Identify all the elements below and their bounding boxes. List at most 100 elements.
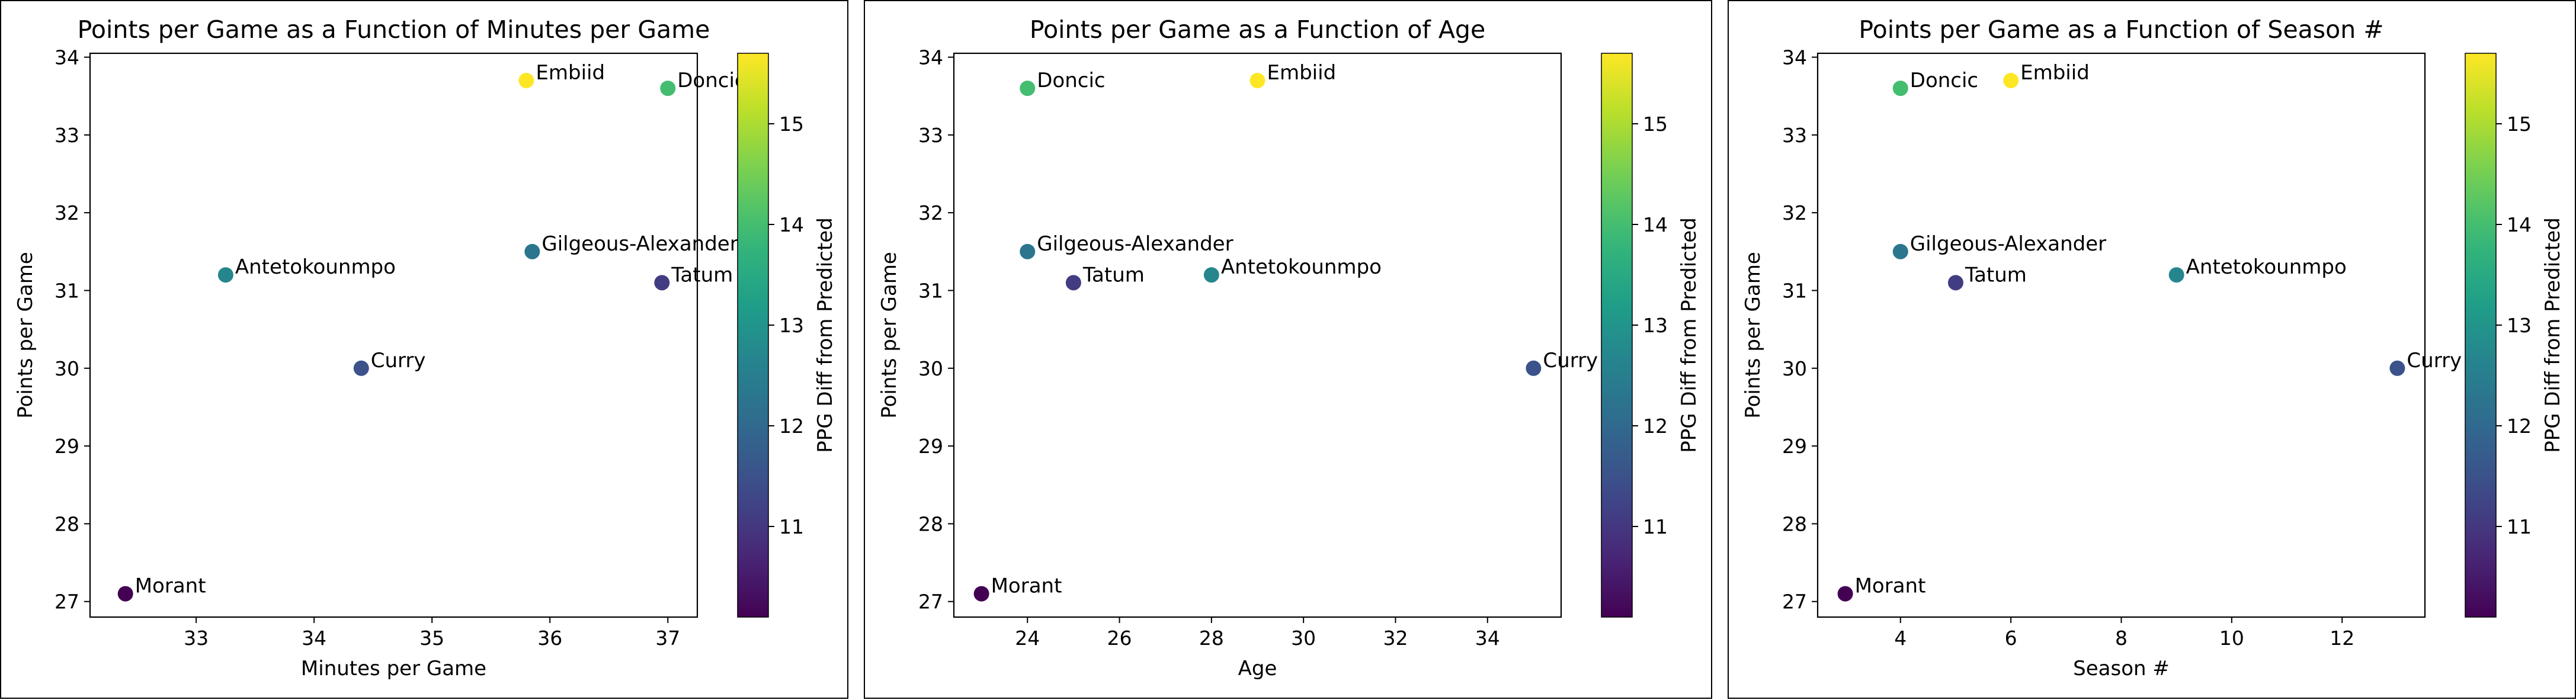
data-point	[1065, 275, 1081, 291]
y-axis-label: Points per Game	[1741, 252, 1765, 418]
y-tick-label: 31	[918, 279, 943, 302]
point-label: Curry	[1543, 349, 1598, 373]
scatter-chart: Points per Game as a Function of Minutes…	[14, 15, 837, 680]
y-axis-label: Points per Game	[14, 252, 37, 418]
y-tick-label: 33	[55, 124, 79, 147]
point-label: Curry	[2407, 349, 2462, 373]
data-point	[2389, 360, 2405, 376]
colorbar-tick-label: 13	[2507, 314, 2532, 337]
y-tick-label: 29	[1782, 435, 1807, 458]
data-point	[1947, 275, 1963, 291]
colorbar-tick-label: 15	[779, 113, 804, 136]
point-label: Embiid	[536, 61, 605, 85]
data-point	[1249, 72, 1265, 88]
chart-title: Points per Game as a Function of Age	[1030, 15, 1485, 44]
chart-panel-age: Points per Game as a Function of Age 24 26…	[864, 0, 1712, 699]
colorbar-tick-label: 12	[779, 415, 804, 438]
y-tick-label: 31	[55, 279, 79, 302]
data-point	[1020, 243, 1036, 259]
x-tick-label: 35	[419, 627, 444, 650]
y-tick-label: 31	[1782, 279, 1807, 302]
x-tick-label: 33	[184, 627, 209, 650]
colorbar-tick-label: 11	[1643, 515, 1668, 538]
x-tick-label: 10	[2219, 627, 2244, 650]
data-point	[1892, 243, 1908, 259]
x-tick-label: 12	[2330, 627, 2354, 650]
y-tick-label: 28	[1782, 512, 1807, 535]
colorbar-tick-label: 11	[2507, 515, 2532, 538]
y-tick-label: 32	[55, 201, 79, 224]
colorbar-tick-label: 14	[2507, 213, 2532, 236]
point-label: Doncic	[677, 69, 745, 92]
point-label: Gilgeous-Alexander	[1910, 232, 2106, 256]
y-tick-label: 27	[55, 590, 79, 614]
colorbar	[737, 53, 769, 618]
y-tick-label: 34	[1782, 46, 1807, 69]
point-label: Antetokounmpo	[235, 255, 396, 279]
y-tick-label: 33	[1782, 124, 1807, 147]
y-tick-label: 34	[918, 46, 943, 69]
x-tick-label: 26	[1107, 627, 1132, 650]
y-axis-label: Points per Game	[877, 252, 901, 418]
colorbar-tick-label: 14	[1643, 213, 1668, 236]
chart-title: Points per Game as a Function of Minutes…	[78, 15, 710, 44]
y-tick-label: 28	[55, 512, 79, 535]
y-tick-label: 34	[55, 46, 79, 69]
chart-panel-season: Points per Game as a Function of Season …	[1728, 0, 2576, 699]
data-point	[1020, 81, 1036, 97]
data-point	[2168, 267, 2184, 283]
scatter-chart: Points per Game as a Function of Age 24 26…	[877, 15, 1701, 680]
data-point	[973, 586, 989, 602]
point-label: Gilgeous-Alexander	[542, 232, 738, 256]
x-tick-label: 30	[1291, 627, 1316, 650]
x-tick-label: 6	[2005, 627, 2017, 650]
x-tick-label: 34	[1475, 627, 1500, 650]
x-axis-label: Minutes per Game	[301, 657, 486, 680]
point-label: Doncic	[1910, 69, 1978, 92]
y-tick-label: 30	[918, 357, 943, 380]
y-tick-label: 30	[1782, 357, 1807, 380]
x-tick-label: 37	[655, 627, 680, 650]
y-tick-label: 32	[1782, 201, 1807, 224]
colorbar-tick-label: 13	[1643, 314, 1668, 337]
x-tick-label: 32	[1383, 627, 1408, 650]
colorbar	[2465, 53, 2497, 618]
x-axis-label: Age	[1238, 657, 1277, 680]
chart-panel-minutes: Points per Game as a Function of Minutes…	[0, 0, 848, 699]
plot-area-frame	[1816, 52, 2426, 618]
plot-area-frame	[89, 52, 699, 618]
y-tick-label: 27	[918, 590, 943, 614]
data-point	[1837, 586, 1853, 602]
point-label: Embiid	[2020, 61, 2090, 85]
point-label: Morant	[135, 574, 206, 598]
point-label: Embiid	[1267, 61, 1337, 85]
data-point	[654, 275, 670, 291]
colorbar-tick-label: 12	[1643, 415, 1668, 438]
chart-title: Points per Game as a Function of Season …	[1859, 15, 2383, 44]
colorbar-tick-label: 12	[2507, 415, 2532, 438]
colorbar-tick-label: 15	[2507, 113, 2532, 136]
point-label: Morant	[991, 574, 1062, 598]
y-tick-label: 32	[918, 201, 943, 224]
colorbar-label: PPG Diff from Predicted	[813, 217, 837, 453]
y-tick-label: 29	[55, 435, 79, 458]
y-tick-label: 27	[1782, 590, 1807, 614]
data-point	[524, 243, 540, 259]
point-label: Tatum	[1965, 263, 2027, 287]
point-label: Tatum	[671, 263, 733, 287]
scatter-chart: Points per Game as a Function of Season …	[1741, 15, 2565, 680]
colorbar-label: PPG Diff from Predicted	[1677, 217, 1701, 453]
plot-area-frame	[953, 52, 1562, 618]
colorbar-tick-label: 14	[779, 213, 804, 236]
point-label: Morant	[1855, 574, 1926, 598]
y-tick-label: 33	[918, 124, 943, 147]
data-point	[518, 72, 534, 88]
point-label: Curry	[371, 349, 426, 373]
point-label: Antetokounmpo	[1221, 255, 1382, 279]
colorbar-tick-label: 15	[1643, 113, 1668, 136]
colorbar-label: PPG Diff from Predicted	[2541, 217, 2565, 453]
colorbar-tick-label: 13	[779, 314, 804, 337]
x-tick-label: 28	[1199, 627, 1224, 650]
x-tick-label: 4	[1894, 627, 1907, 650]
x-tick-label: 8	[2115, 627, 2128, 650]
